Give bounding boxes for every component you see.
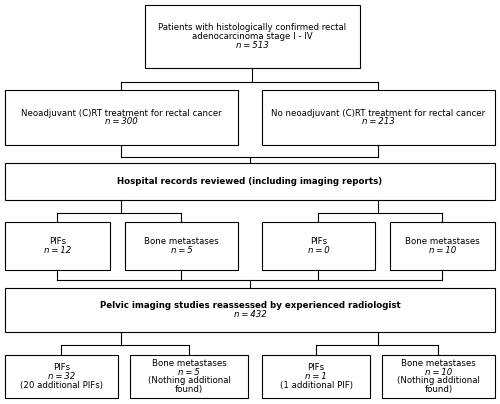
Text: PIFs: PIFs [310,237,327,246]
Text: (Nothing additional: (Nothing additional [397,377,480,385]
Text: Bone metastases: Bone metastases [152,359,226,368]
Bar [5,222,110,270]
Text: n = 5: n = 5 [170,246,192,255]
Bar [5,163,495,200]
Bar [262,222,375,270]
Text: Neoadjuvant (C)RT treatment for rectal cancer: Neoadjuvant (C)RT treatment for rectal c… [21,109,222,118]
Text: n = 432: n = 432 [234,310,266,319]
Text: Hospital records reviewed (including imaging reports): Hospital records reviewed (including ima… [118,177,382,186]
Text: found): found) [424,385,452,394]
Text: adenocarcinoma stage I - IV: adenocarcinoma stage I - IV [192,32,313,41]
Text: n = 1: n = 1 [305,372,327,381]
Text: Bone metastases: Bone metastases [144,237,219,246]
Text: n = 12: n = 12 [44,246,71,255]
Text: PIFs: PIFs [53,363,70,372]
Text: Pelvic imaging studies reassessed by experienced radiologist: Pelvic imaging studies reassessed by exp… [100,301,401,310]
Text: n = 513: n = 513 [236,41,269,50]
Text: Bone metastases: Bone metastases [405,237,480,246]
Text: PIFs: PIFs [49,237,66,246]
Bar [5,355,118,398]
Bar [125,222,238,270]
Text: (1 additional PIF): (1 additional PIF) [280,381,352,390]
Text: n = 10: n = 10 [429,246,456,255]
Bar [390,222,495,270]
Text: n = 213: n = 213 [362,117,395,126]
Text: No neoadjuvant (C)RT treatment for rectal cancer: No neoadjuvant (C)RT treatment for recta… [272,109,486,118]
Text: (Nothing additional: (Nothing additional [148,377,230,385]
Text: (20 additional PIFs): (20 additional PIFs) [20,381,103,390]
Bar [145,5,360,68]
Text: found): found) [175,385,203,394]
Bar [130,355,248,398]
Text: Patients with histologically confirmed rectal: Patients with histologically confirmed r… [158,23,346,32]
Text: PIFs: PIFs [308,363,324,372]
Text: n = 5: n = 5 [178,368,200,377]
Bar [382,355,495,398]
Text: n = 300: n = 300 [105,117,138,126]
Bar [5,288,495,332]
Text: n = 10: n = 10 [425,368,452,377]
Bar [5,90,238,145]
Bar [262,90,495,145]
Bar [262,355,370,398]
Text: n = 32: n = 32 [48,372,75,381]
Text: Bone metastases: Bone metastases [401,359,476,368]
Text: n = 0: n = 0 [308,246,330,255]
